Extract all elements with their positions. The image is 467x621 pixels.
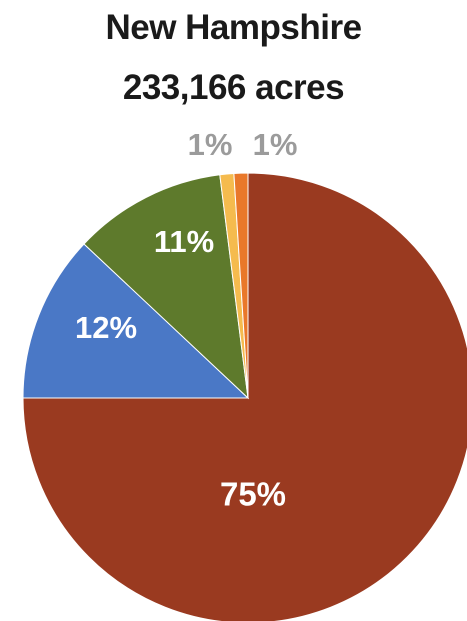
slice-label-5: 1% — [253, 127, 298, 162]
pie-slice-5 — [233, 172, 249, 399]
slice-label-3: 11% — [154, 224, 214, 259]
slice-label-4: 1% — [188, 127, 233, 162]
pie-slice-3 — [83, 174, 249, 400]
chart-title: New Hampshire — [105, 8, 362, 47]
pie-slice-2 — [22, 243, 250, 399]
pie-labels: 75% 12% 11% 1% 1% — [75, 127, 297, 513]
chart-subtitle: 233,166 acres — [122, 68, 345, 107]
pie-slices — [22, 172, 467, 621]
slice-label-1: 75% — [220, 476, 286, 513]
slice-label-2: 12% — [75, 310, 137, 345]
pie-slice-1 — [22, 172, 467, 621]
